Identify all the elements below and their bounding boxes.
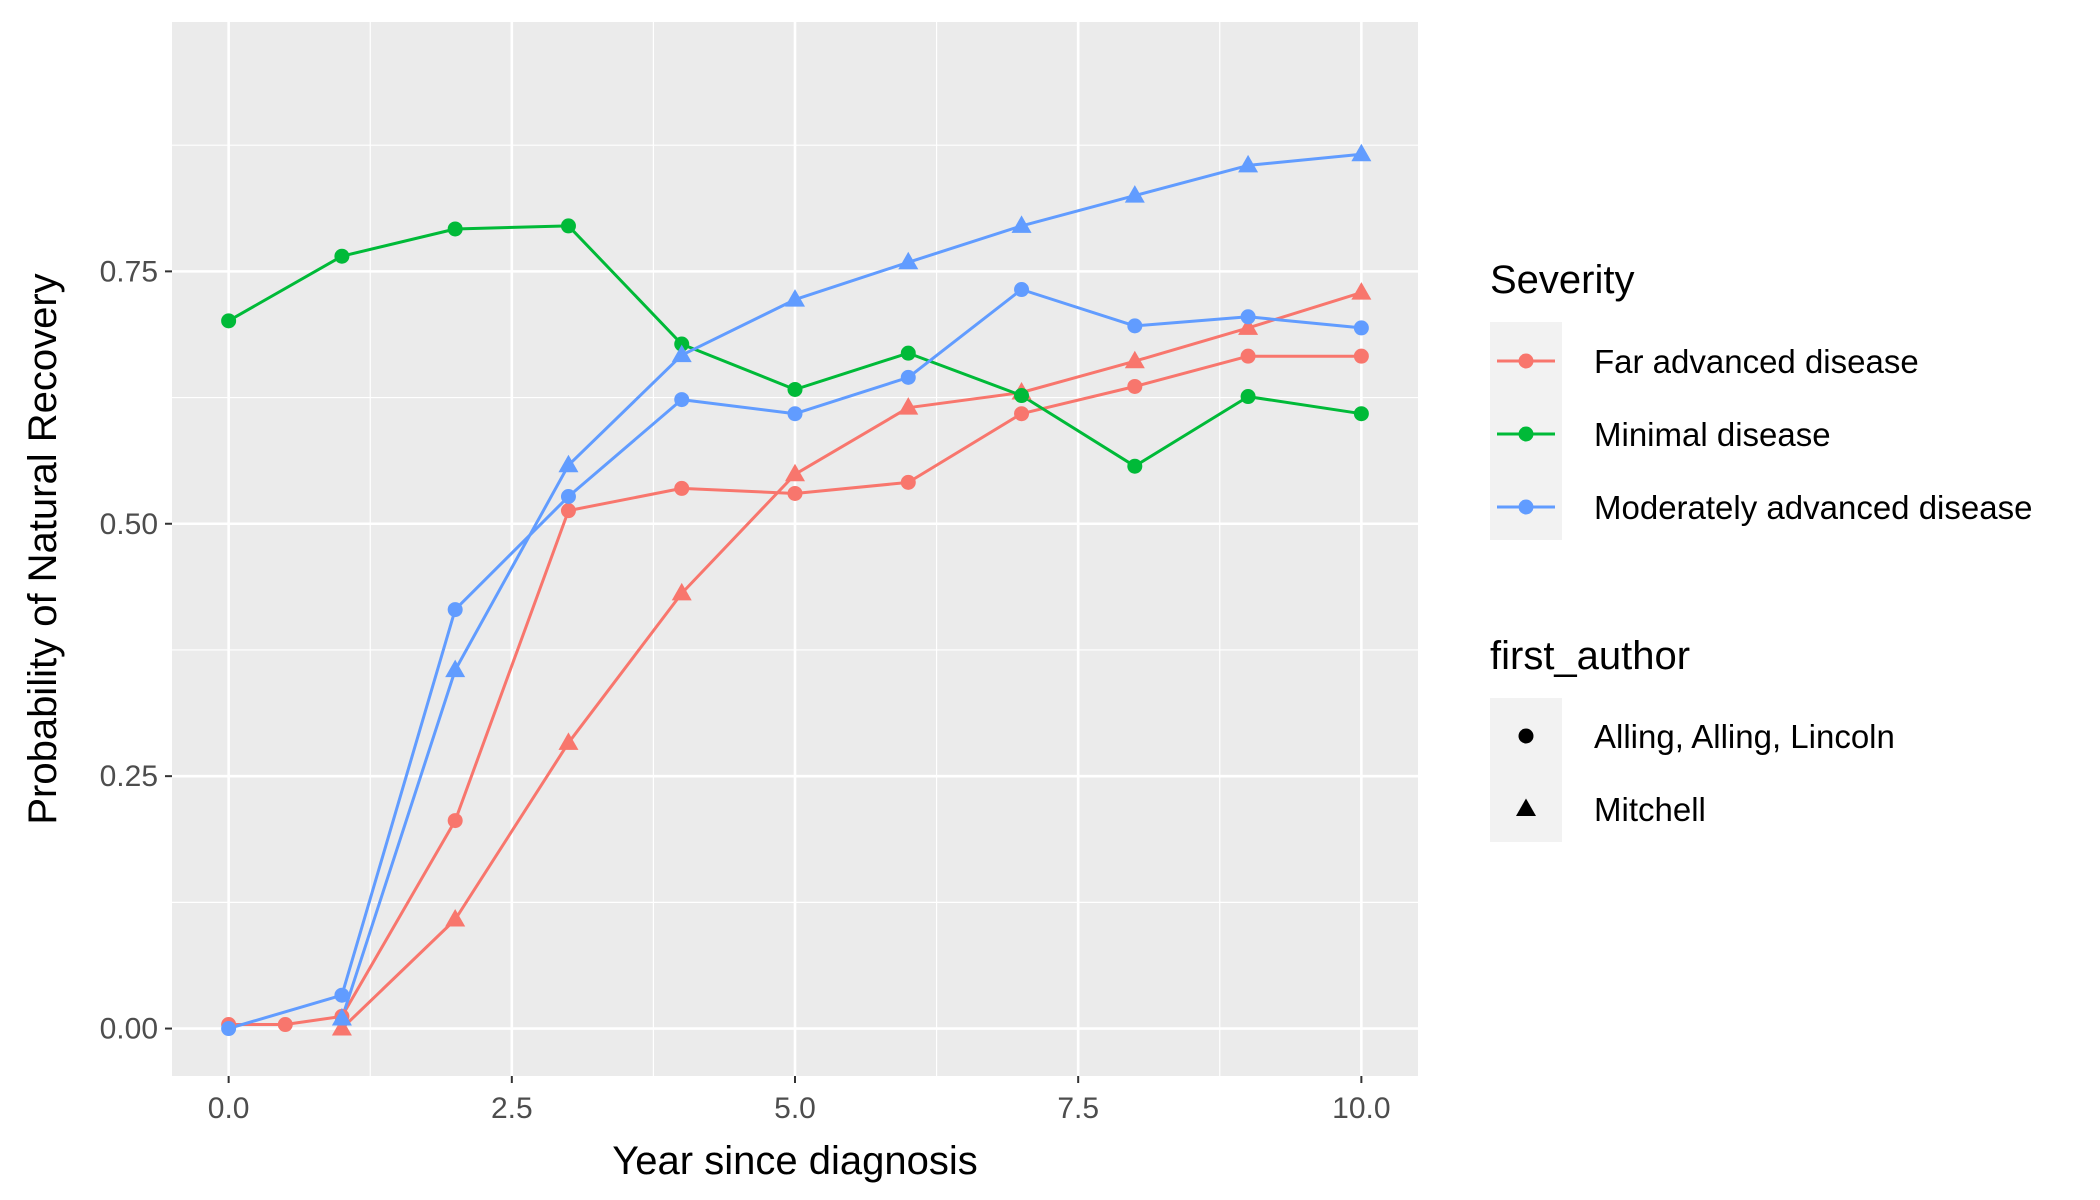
legend-title-severity: Severity <box>1490 258 1635 302</box>
data-point-circle <box>277 1017 293 1033</box>
data-point-triangle <box>331 1007 352 1026</box>
data-point-triangle <box>671 344 692 363</box>
data-point-circle <box>221 313 237 329</box>
x-tick-label: 5.0 <box>774 1092 816 1125</box>
data-point-circle <box>900 474 916 490</box>
data-point-circle <box>221 1021 237 1037</box>
data-point-triangle <box>898 397 919 415</box>
x-tick-label: 10.0 <box>1332 1092 1390 1125</box>
series-line <box>340 152 1362 1019</box>
legend-key-shape <box>1518 728 1534 744</box>
legend-key-point <box>1518 353 1534 369</box>
series-lines <box>227 152 1362 1030</box>
data-point-circle <box>1240 389 1256 405</box>
data-point-triangle <box>1351 282 1372 300</box>
x-axis: 0.0 2.5 5.0 7.5 10.0 <box>208 1076 1391 1125</box>
data-point-triangle <box>558 454 579 473</box>
data-point-circle <box>560 503 576 519</box>
legend-severity-items: Far advanced disease Minimal disease Moder… <box>1497 343 2032 526</box>
y-axis-title: Probability of Natural Recovery <box>21 273 65 824</box>
legend-key-point <box>1518 499 1534 515</box>
data-point-circle <box>787 381 803 397</box>
data-point-circle <box>1014 406 1030 422</box>
data-point-circle <box>787 485 803 501</box>
legend-first-author-items: Alling, Alling, Lincoln Mitchell <box>1516 718 1895 828</box>
data-point-triangle <box>445 659 466 678</box>
data-point-circle <box>447 813 463 829</box>
data-point-circle <box>1353 406 1369 422</box>
x-tick-label: 7.5 <box>1057 1092 1099 1125</box>
data-point-circle <box>1353 348 1369 364</box>
data-point-triangle <box>331 1018 352 1036</box>
data-point-circle <box>447 221 463 237</box>
x-tick-label: 0.0 <box>208 1092 250 1125</box>
data-point-triangle <box>445 909 466 927</box>
data-point-circle <box>1014 388 1030 404</box>
data-point-circle <box>1127 318 1143 334</box>
major-gridlines <box>172 22 1418 1076</box>
data-point-circle <box>560 489 576 505</box>
y-axis: 0.00 0.25 0.50 0.75 <box>100 255 172 1046</box>
legend-label: Mitchell <box>1594 791 1706 828</box>
data-point-triangle <box>1238 154 1259 173</box>
data-point-triangle <box>558 732 579 750</box>
data-point-circle <box>787 406 803 422</box>
data-point-circle <box>1240 348 1256 364</box>
legend-label: Alling, Alling, Lincoln <box>1594 718 1895 755</box>
legend-title-first-author: first_author <box>1490 634 1690 678</box>
y-tick-label: 0.50 <box>100 508 158 541</box>
y-tick-label: 0.25 <box>100 760 158 793</box>
series-line <box>340 291 1362 1030</box>
data-point-circle <box>1127 458 1143 474</box>
data-point-circle <box>900 345 916 361</box>
legend-key-shape <box>1516 798 1536 816</box>
series-points <box>221 143 1372 1037</box>
data-point-triangle <box>1124 185 1145 203</box>
data-point-triangle <box>1124 350 1145 369</box>
y-tick-label: 0.75 <box>100 255 158 288</box>
data-point-circle <box>1240 309 1256 325</box>
data-point-circle <box>1353 320 1369 336</box>
x-axis-title: Year since diagnosis <box>612 1139 977 1183</box>
legend-label: Far advanced disease <box>1594 343 1919 380</box>
legend-key-point <box>1518 426 1534 442</box>
data-point-triangle <box>671 582 692 601</box>
data-point-triangle <box>898 251 919 270</box>
data-point-circle <box>334 248 350 264</box>
series-line <box>228 354 1362 1026</box>
legend: Severity Far advanced disease Minimal dis… <box>1490 258 2032 842</box>
legend-label: Minimal disease <box>1594 416 1831 453</box>
x-tick-label: 2.5 <box>491 1092 533 1125</box>
legend-key-background-first-author <box>1490 698 1562 842</box>
data-point-circle <box>447 602 463 618</box>
data-point-circle <box>674 480 690 496</box>
data-point-circle <box>674 392 690 408</box>
data-point-triangle <box>1351 143 1372 162</box>
data-point-circle <box>900 369 916 385</box>
data-point-triangle <box>1238 317 1259 335</box>
data-point-circle <box>1014 282 1030 298</box>
data-point-triangle <box>785 463 805 482</box>
y-tick-label: 0.00 <box>100 1013 158 1046</box>
legend-label: Moderately advanced disease <box>1594 489 2032 526</box>
data-point-triangle <box>785 289 805 307</box>
data-point-circle <box>674 336 690 352</box>
data-point-circle <box>334 987 350 1003</box>
data-point-circle <box>1127 378 1143 394</box>
data-point-triangle <box>1011 215 1032 233</box>
data-point-circle <box>560 218 576 234</box>
